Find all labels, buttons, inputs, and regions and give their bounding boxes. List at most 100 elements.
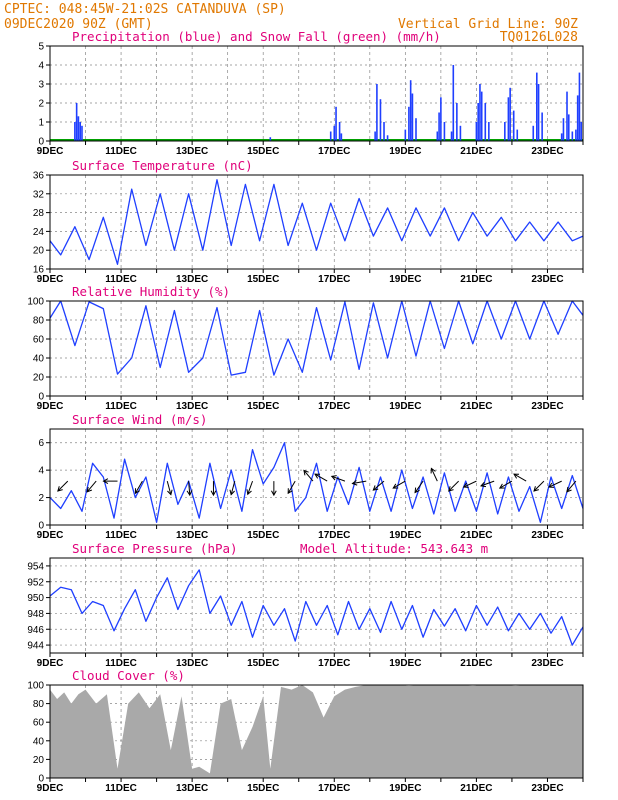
x-tick-label: 15DEC — [247, 146, 279, 157]
wind-arrow-head — [229, 489, 235, 496]
wind-arrow-shaft — [372, 480, 385, 491]
panel-frame — [49, 45, 584, 142]
panel-4: Surface Pressure (hPa) Model Altitude: 54… — [27, 541, 584, 669]
panel-frame — [49, 428, 584, 526]
x-tick-label: 21DEC — [460, 658, 492, 669]
precip-bar — [459, 125, 462, 141]
precip-bar — [269, 137, 272, 141]
precip-bar — [488, 122, 490, 141]
wind-arrow-head — [351, 480, 358, 486]
y-tick-label: 100 — [27, 681, 44, 692]
x-tick-label: 13DEC — [176, 530, 208, 541]
wind-arrow-head — [447, 486, 454, 492]
wind-arrow-head — [372, 485, 379, 491]
x-tick-label: 17DEC — [318, 274, 350, 285]
precip-bar — [335, 106, 337, 141]
precip-bar — [536, 72, 538, 141]
precip-bar — [562, 118, 565, 141]
precip-bar — [383, 122, 385, 141]
wind-arrow — [186, 481, 193, 497]
wind-arrow-head — [513, 473, 520, 479]
x-tick-label: 9DEC — [37, 658, 64, 669]
precip-bar — [567, 114, 570, 141]
precip-bar — [443, 122, 446, 141]
wind-arrow — [548, 480, 562, 488]
panel-title: Surface Temperature (nC) — [72, 158, 253, 173]
x-tick-label: 21DEC — [460, 146, 492, 157]
wind-arrow-shaft — [480, 480, 495, 487]
wind-arrow-head — [86, 486, 93, 493]
wind-arrow — [246, 480, 254, 496]
y-tick-label: 0 — [38, 392, 44, 403]
series-line — [49, 179, 584, 265]
wind-arrow — [533, 480, 545, 492]
precip-bar — [507, 97, 510, 141]
y-tick-label: 20 — [33, 373, 45, 384]
y-tick-label: 20 — [33, 755, 45, 766]
wind-arrow-head — [548, 482, 555, 488]
x-tick-label: 15DEC — [247, 530, 279, 541]
cloud-area — [50, 685, 583, 778]
precip-bar — [580, 122, 583, 141]
wind-arrow — [210, 481, 217, 497]
wind-arrow-head — [480, 481, 487, 488]
y-tick-label: 80 — [33, 316, 45, 327]
wind-arrow — [86, 480, 97, 493]
y-tick-label: 60 — [33, 718, 45, 729]
x-tick-label: 11DEC — [105, 658, 137, 669]
precip-bar — [484, 103, 487, 141]
wind-arrow-head — [430, 467, 436, 474]
x-tick-label: 13DEC — [176, 274, 208, 285]
precip-bar — [532, 125, 535, 141]
x-tick-label: 11DEC — [105, 274, 137, 285]
x-tick-label: 15DEC — [247, 783, 279, 794]
wind-arrow-shaft — [247, 480, 254, 495]
precip-bar — [415, 118, 417, 141]
precip-bar — [560, 133, 563, 141]
wind-arrow-head — [314, 473, 321, 479]
precip-bar — [541, 112, 543, 141]
panel-0: Precipitation (blue) and Snow Fall (gree… — [37, 29, 584, 157]
precip-bar — [516, 129, 519, 141]
panel-title: Cloud Cover (%) — [72, 668, 185, 683]
x-tick-label: 17DEC — [318, 401, 350, 412]
x-tick-label: 13DEC — [176, 783, 208, 794]
series-line — [49, 442, 584, 523]
wind-arrow-shaft — [134, 480, 143, 494]
panel-title: Surface Pressure (hPa) — [72, 541, 238, 556]
wind-arrow-shaft — [513, 473, 527, 482]
wind-arrow-head — [210, 490, 217, 497]
panel-title: Relative Humidity (%) — [72, 284, 230, 299]
x-tick-label: 23DEC — [531, 401, 563, 412]
precip-bar — [436, 131, 439, 141]
precip-bar — [333, 125, 336, 141]
precip-bar — [480, 91, 483, 141]
wind-arrow — [430, 467, 438, 482]
wind-arrow-shaft — [287, 480, 296, 494]
wind-arrow-shaft — [166, 480, 172, 495]
wind-arrow — [57, 480, 69, 492]
x-tick-label: 11DEC — [105, 783, 137, 794]
wind-arrow-head — [57, 486, 63, 492]
x-tick-label: 9DEC — [37, 401, 64, 412]
wind-arrow-head — [330, 475, 337, 481]
wind-arrow-shaft — [188, 481, 191, 496]
x-tick-label: 19DEC — [389, 146, 421, 157]
y-tick-label: 950 — [27, 593, 44, 604]
y-tick-label: 6 — [38, 438, 44, 449]
x-tick-label: 17DEC — [318, 146, 350, 157]
x-tick-label: 13DEC — [176, 401, 208, 412]
x-tick-label: 15DEC — [247, 274, 279, 285]
precip-bar — [408, 106, 410, 141]
y-tick-label: 24 — [33, 227, 45, 238]
precip-bar — [340, 133, 343, 141]
precip-bar — [81, 125, 83, 141]
panel-5: Cloud Cover (%) 0 20 40 60 80 100 9DEC 11DEC 13DE… — [27, 668, 584, 794]
x-tick-label: 9DEC — [37, 274, 64, 285]
y-tick-label: 944 — [27, 641, 44, 652]
x-tick-label: 19DEC — [389, 274, 421, 285]
panel-2: Relative Humidity (%) 0 20 40 60 80 100 9DEC 11D… — [27, 284, 584, 412]
y-tick-label: 100 — [27, 297, 44, 308]
wind-arrow — [330, 475, 346, 482]
y-tick-label: 0 — [38, 137, 44, 148]
